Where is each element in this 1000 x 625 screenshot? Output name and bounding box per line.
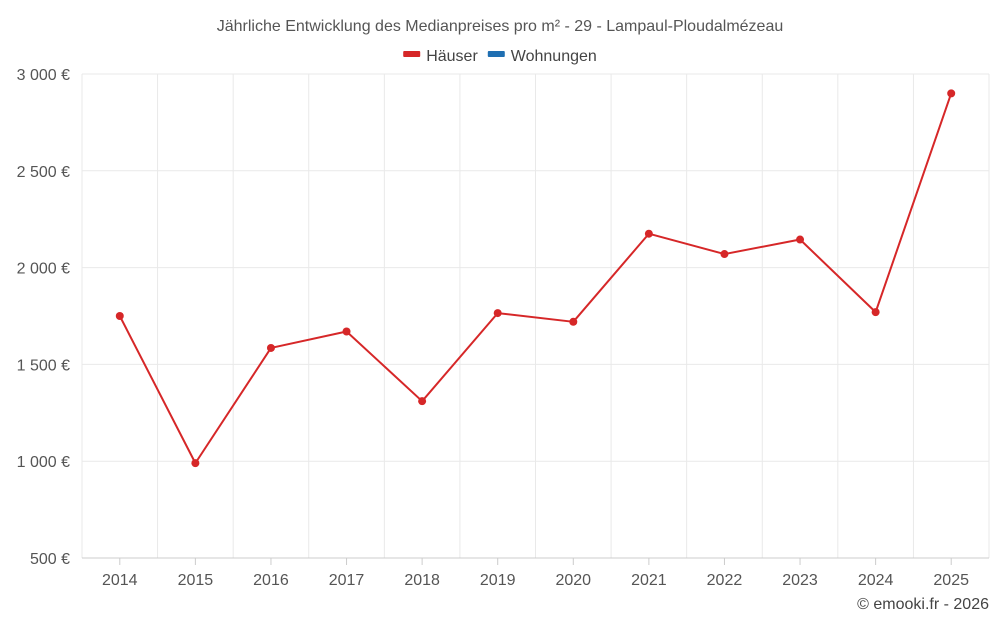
y-tick-label: 2 000 € — [17, 261, 70, 278]
y-tick-label: 1 000 € — [17, 454, 70, 471]
legend-swatch-haeuser — [403, 51, 421, 57]
data-point — [115, 312, 124, 320]
chart-title: Jährliche Entwicklung des Medianpreises … — [217, 18, 784, 35]
x-tick-label: 2017 — [329, 572, 365, 589]
data-point — [569, 317, 578, 326]
credit-text: © emooki.fr - 2026 — [857, 596, 989, 613]
y-tick-label: 2 500 € — [17, 164, 70, 181]
x-tick-label: 2014 — [102, 572, 138, 589]
data-point — [342, 327, 351, 336]
x-tick-label: 2016 — [253, 572, 289, 589]
y-tick-label: 500 € — [30, 551, 70, 568]
legend-label-wohnungen: Wohnungen — [511, 48, 597, 65]
data-point — [947, 89, 956, 98]
data-point — [493, 309, 502, 318]
series-line-haeuser — [118, 93, 953, 465]
data-point — [871, 308, 880, 317]
data-point — [191, 459, 200, 468]
y-tick-label: 1 500 € — [17, 357, 70, 374]
x-tick-label: 2020 — [555, 572, 591, 589]
y-tick-label: 3 000 € — [17, 67, 70, 84]
x-tick-label: 2019 — [480, 572, 516, 589]
data-point — [266, 343, 275, 352]
legend: Häuser Wohnungen — [403, 48, 597, 65]
x-tick-label: 2024 — [858, 572, 894, 589]
data-point — [418, 397, 427, 406]
x-tick-label: 2025 — [933, 572, 969, 589]
x-tick-label: 2015 — [178, 572, 214, 589]
axes: 500 € 1 000 € 1 500 € 2 000 € 2 500 € 3 000 €… — [17, 67, 989, 589]
data-point — [720, 250, 729, 259]
x-tick-label: 2018 — [404, 572, 440, 589]
x-tick-label: 2022 — [707, 572, 743, 589]
series-layer — [115, 89, 956, 468]
x-tick-label: 2021 — [631, 572, 667, 589]
legend-label-haeuser: Häuser — [426, 48, 478, 65]
data-point — [796, 235, 805, 244]
grid — [81, 73, 990, 558]
x-tick-label: 2023 — [782, 572, 818, 589]
legend-swatch-wohnungen — [487, 51, 505, 57]
data-point — [644, 229, 653, 238]
